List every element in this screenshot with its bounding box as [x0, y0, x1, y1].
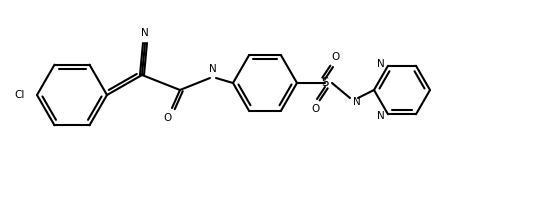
Text: N: N — [353, 97, 361, 107]
Text: Cl: Cl — [15, 90, 25, 100]
Text: O: O — [311, 104, 319, 114]
Text: N: N — [377, 59, 385, 69]
Text: N: N — [377, 111, 385, 121]
Text: N: N — [141, 28, 149, 38]
Text: S: S — [321, 77, 329, 89]
Text: O: O — [164, 113, 172, 123]
Text: O: O — [331, 52, 339, 62]
Text: N: N — [209, 64, 217, 74]
